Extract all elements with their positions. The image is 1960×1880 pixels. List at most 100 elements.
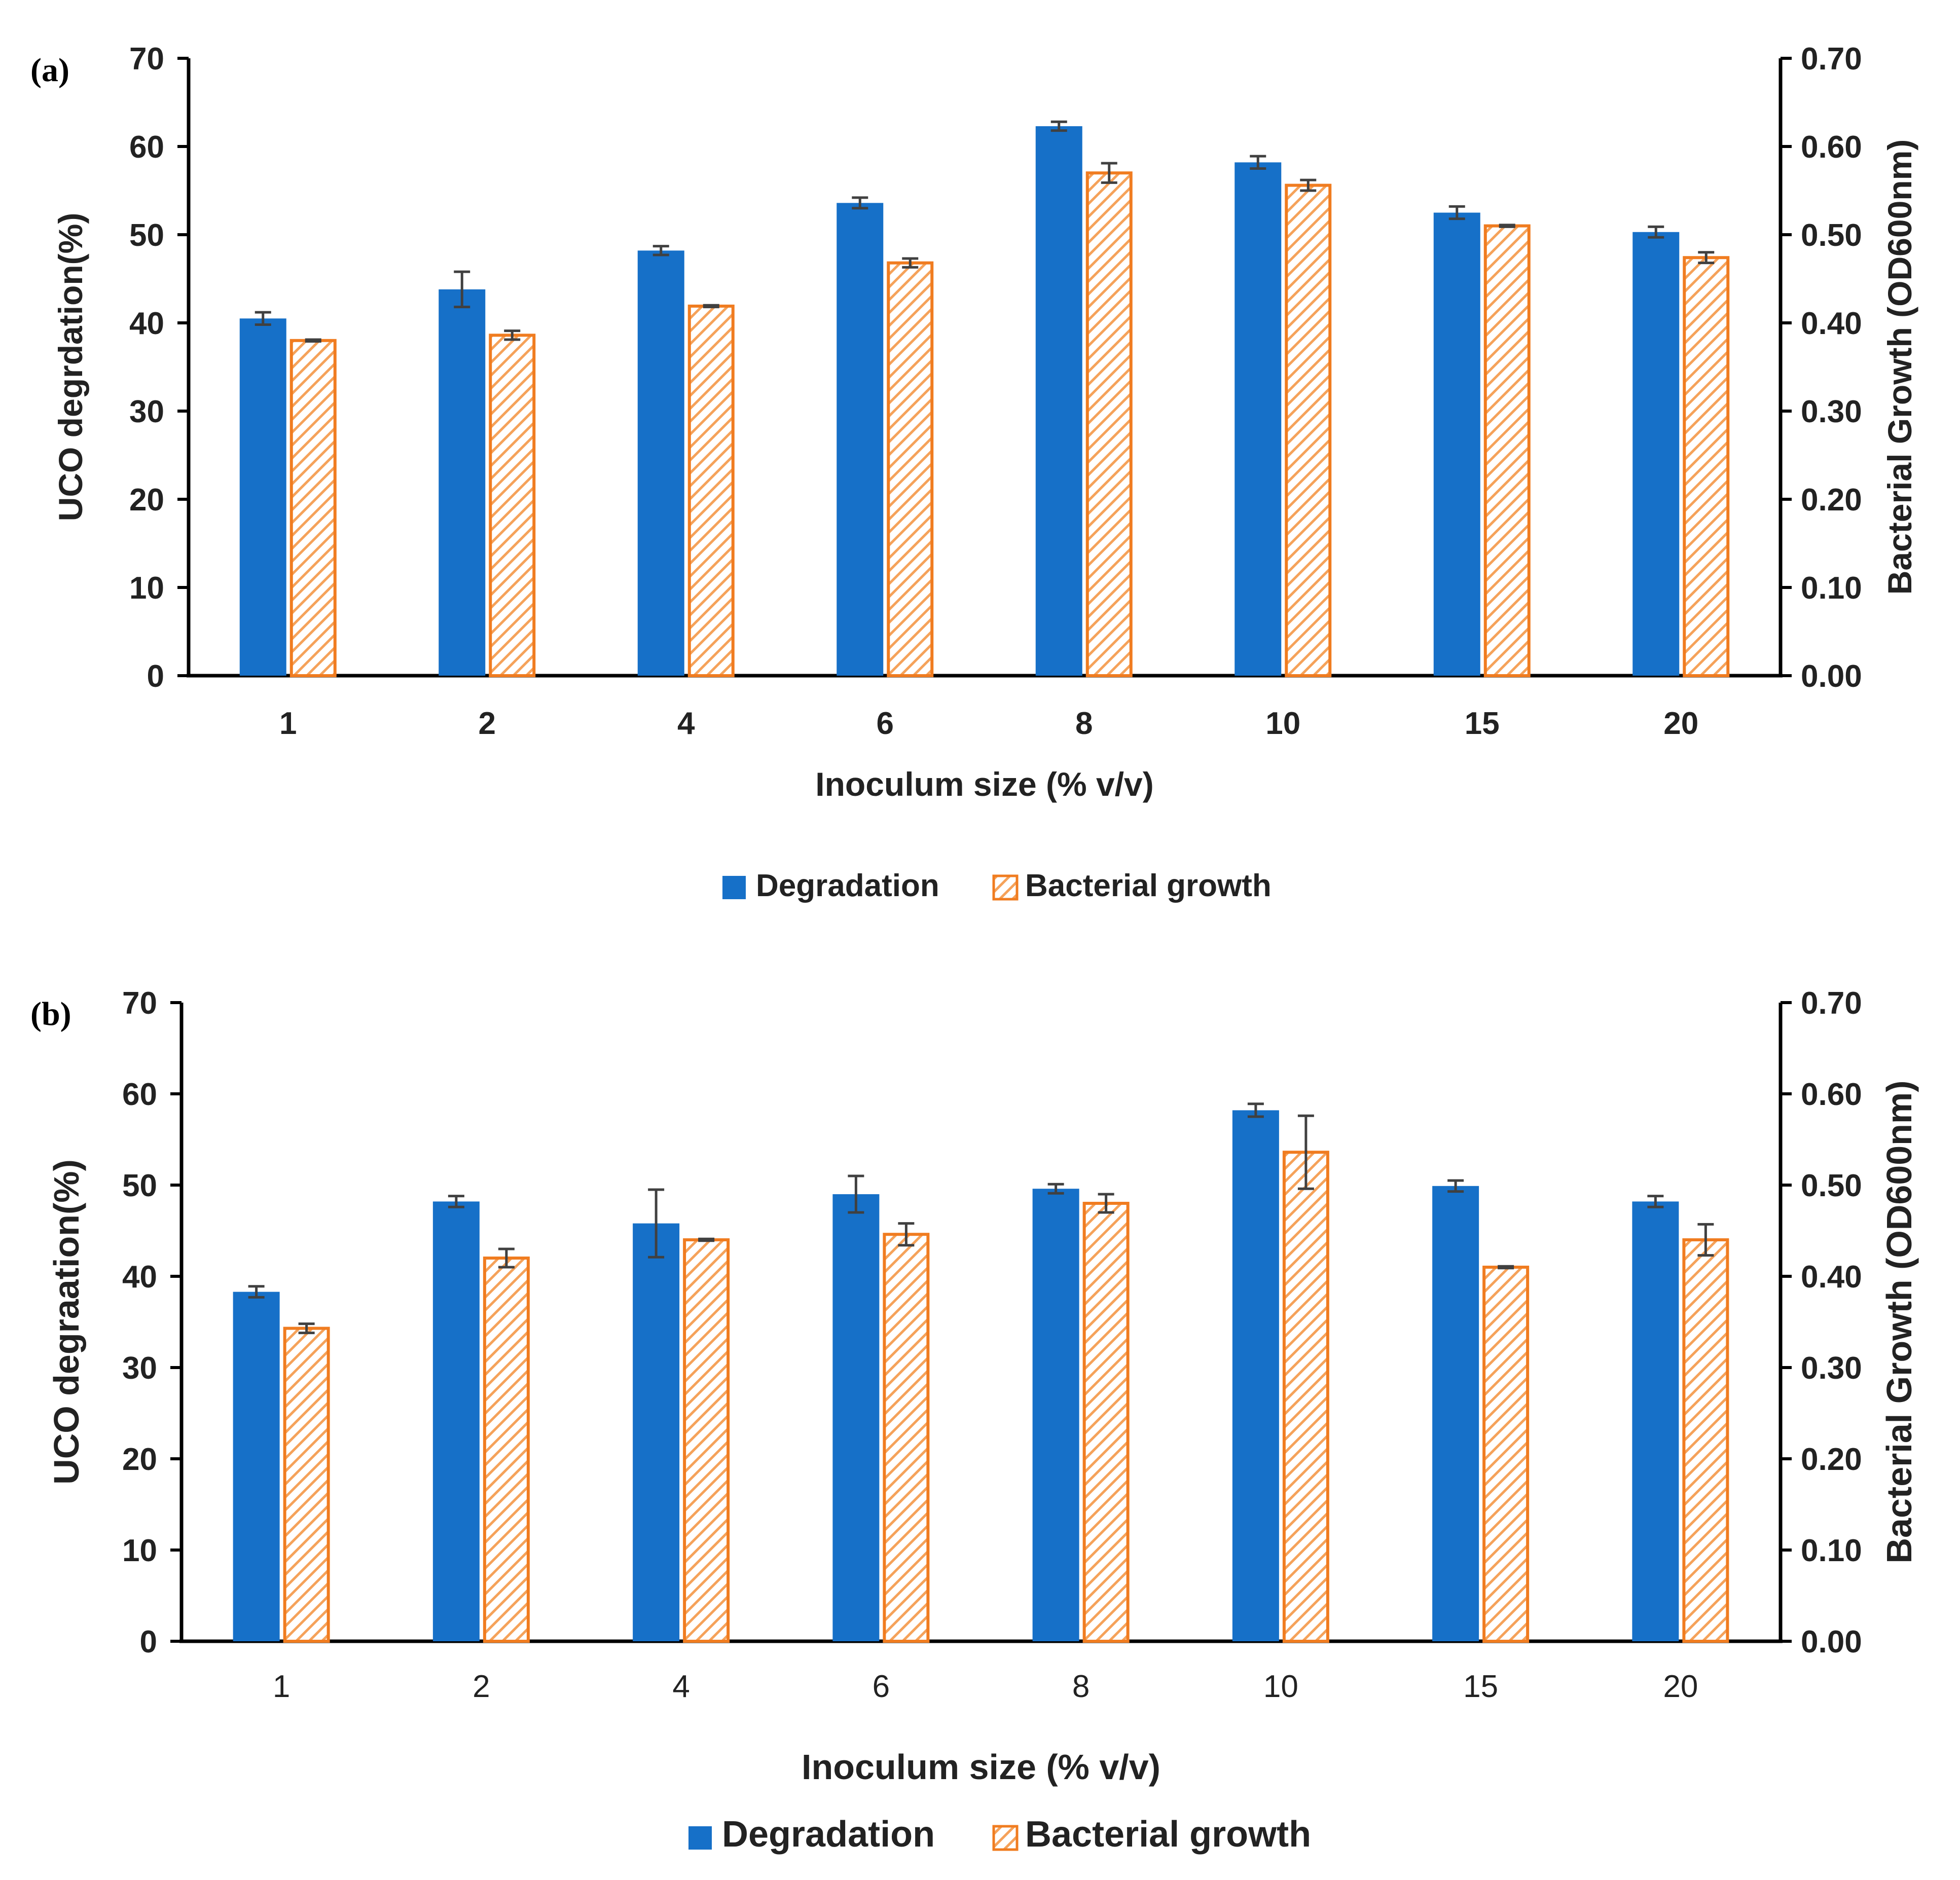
- legend: Degradation Bacterial growth: [688, 1814, 1311, 1855]
- bar-degradation: [432, 1201, 480, 1641]
- bar-bacterial-growth: [1285, 183, 1332, 677]
- panel-label: (a): [30, 52, 69, 89]
- y-tick-label-right: 0.70: [1801, 986, 1862, 1021]
- y-tick-label-left: 70: [129, 42, 164, 77]
- x-tick-label: 20: [1663, 1669, 1698, 1704]
- bar-degradation: [1035, 126, 1082, 676]
- bar-degradation: [1632, 1201, 1679, 1641]
- bar-bacterial-growth: [883, 1233, 930, 1643]
- bar-bacterial-growth: [1482, 1266, 1530, 1643]
- legend-label-degradation: Degradation: [756, 868, 939, 903]
- x-tick-label: 1: [279, 706, 297, 741]
- x-tick-label: 15: [1465, 706, 1500, 741]
- x-tick-label: 6: [873, 1669, 890, 1704]
- chart-panel-a: (a) 0 10 20 30 40 50 60 70 0.00 0.10 0.20 0.30 0.40 0.…: [30, 42, 1918, 903]
- x-tick-label: 20: [1663, 706, 1698, 741]
- x-tick-label: 10: [1265, 706, 1300, 741]
- y-tick-label-left: 10: [122, 1533, 157, 1568]
- bar-degradation: [239, 318, 286, 676]
- bar-degradation: [1232, 1110, 1279, 1641]
- y-tick-label-left: 50: [122, 1168, 157, 1203]
- chart-panel-b: (b) 0 10 20 30 40 50 60 70 0.00 0.10 0.20 0.30 0.40 0.…: [30, 986, 1919, 1855]
- y-tick-label-right: 0.10: [1801, 1533, 1862, 1568]
- bar-bacterial-growth: [1082, 1202, 1130, 1643]
- bar-degradation: [1433, 212, 1480, 676]
- bar-degradation: [637, 250, 684, 676]
- legend-swatch-bacterial-growth: [992, 1825, 1019, 1851]
- y-tick-label-right: 0.20: [1801, 1442, 1862, 1477]
- bar-bacterial-growth: [1683, 256, 1730, 677]
- bar-degradation: [633, 1223, 680, 1641]
- x-tick-label: 15: [1463, 1669, 1498, 1704]
- y-tick-label-right: 0.50: [1801, 1168, 1862, 1203]
- y-tick-label-left: 30: [122, 1351, 157, 1386]
- y-tick-label-right: 0.40: [1801, 306, 1862, 341]
- x-tick-label: 2: [479, 706, 496, 741]
- y-tick-label-right: 0.30: [1801, 1351, 1862, 1386]
- bar-bacterial-growth: [1483, 224, 1531, 678]
- y-tick-label-right: 0.40: [1801, 1260, 1862, 1295]
- bar-bacterial-growth: [1282, 1151, 1329, 1643]
- x-tick-label: 6: [877, 706, 894, 741]
- y-tick-label-left: 0: [140, 1625, 157, 1660]
- bar-degradation: [1032, 1189, 1079, 1641]
- legend-swatch-bacterial-growth: [992, 874, 1019, 901]
- bar-bacterial-growth: [283, 1326, 330, 1643]
- y-tick-label-left: 20: [129, 483, 164, 518]
- legend-label-bacterial-growth: Bacterial growth: [1025, 868, 1272, 903]
- y-axis-title-left: UCO degrdation(%): [52, 213, 89, 522]
- y-tick-label-right: 0.00: [1801, 1625, 1862, 1660]
- y-tick-label-right: 0.70: [1801, 42, 1862, 77]
- y-tick-label-left: 70: [122, 986, 157, 1021]
- x-tick-label: 8: [1075, 706, 1093, 741]
- bar-bacterial-growth: [289, 339, 337, 677]
- y-tick-label-left: 50: [129, 218, 164, 253]
- bar-degradation: [1235, 162, 1282, 676]
- x-tick-label: 10: [1263, 1669, 1298, 1704]
- y-axis-title-left: UCO degraation(%): [47, 1159, 86, 1485]
- y-tick-label-left: 40: [122, 1260, 157, 1295]
- bar-degradation: [1632, 232, 1680, 676]
- x-tick-label: 8: [1072, 1669, 1090, 1704]
- bar-bacterial-growth: [1085, 171, 1133, 677]
- y-tick-label-right: 0.50: [1801, 218, 1862, 253]
- x-tick-label: 4: [672, 1669, 689, 1704]
- bar-bacterial-growth: [683, 1238, 730, 1643]
- bar-bacterial-growth: [687, 304, 735, 677]
- bar-degradation: [1432, 1186, 1479, 1641]
- bar-bacterial-growth: [887, 261, 934, 677]
- bar-degradation: [837, 203, 884, 676]
- bar-bacterial-growth: [1682, 1238, 1729, 1643]
- y-axis-title-right: Bacterial Growth (OD600nm): [1879, 1081, 1919, 1564]
- legend-swatch-degradation: [722, 876, 746, 899]
- y-tick-label-right: 0.60: [1801, 1077, 1862, 1112]
- y-tick-label-left: 20: [122, 1442, 157, 1477]
- panel-label: (b): [30, 996, 71, 1033]
- x-tick-label: 2: [473, 1669, 490, 1704]
- x-tick-label: 1: [273, 1669, 290, 1704]
- y-tick-label-left: 60: [122, 1077, 157, 1112]
- bar-bacterial-growth: [483, 1257, 530, 1643]
- x-axis-title: Inoculum size (% v/v): [802, 1747, 1160, 1787]
- y-tick-label-right: 0.60: [1801, 130, 1862, 165]
- x-tick-label: 4: [677, 706, 695, 741]
- y-axis-title-right: Bacterial Growth (OD600nm): [1881, 139, 1918, 595]
- y-tick-label-left: 60: [129, 130, 164, 165]
- bar-degradation: [832, 1194, 880, 1641]
- legend: Degradation Bacterial growth: [722, 868, 1272, 903]
- y-tick-label-right: 0.00: [1801, 659, 1862, 694]
- legend-label-bacterial-growth: Bacterial growth: [1025, 1814, 1311, 1855]
- y-tick-label-right: 0.20: [1801, 483, 1862, 518]
- legend-swatch-degradation: [688, 1826, 712, 1850]
- y-tick-label-left: 30: [129, 394, 164, 429]
- y-tick-label-right: 0.30: [1801, 394, 1862, 429]
- bar-degradation: [439, 289, 486, 676]
- y-tick-label-right: 0.10: [1801, 571, 1862, 606]
- x-axis-title: Inoculum size (% v/v): [815, 765, 1153, 803]
- bar-bacterial-growth: [489, 334, 536, 677]
- bar-degradation: [233, 1292, 280, 1641]
- y-tick-label-left: 40: [129, 306, 164, 341]
- y-tick-label-left: 0: [147, 659, 164, 694]
- legend-label-degradation: Degradation: [722, 1814, 935, 1855]
